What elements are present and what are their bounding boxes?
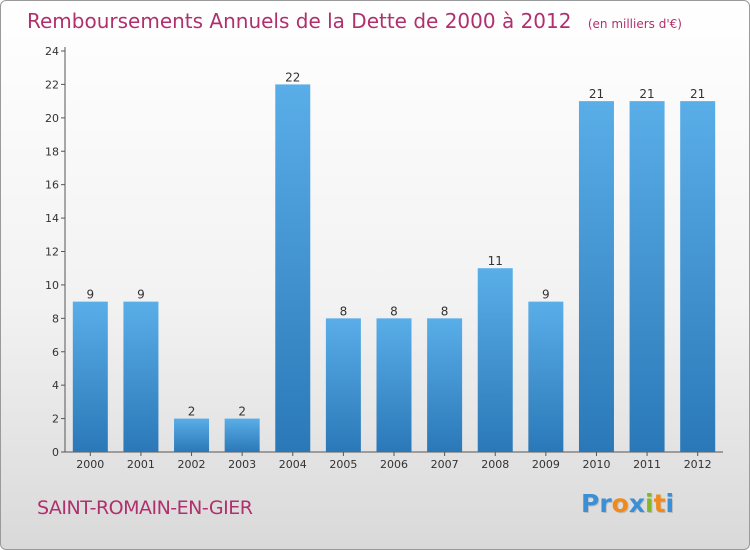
logo-letter: r [599,489,612,518]
bar [224,418,260,452]
y-tick-label: 0 [52,446,59,459]
bar [376,318,412,452]
bar [325,318,361,452]
y-tick-label: 12 [45,246,59,259]
chart-title: Remboursements Annuels de la Dette de 20… [27,9,682,33]
bar [275,84,311,453]
y-tick-label: 6 [52,346,59,359]
x-tick-label: 2007 [431,458,459,471]
bar [629,101,665,452]
logo-letter: i [645,489,654,518]
y-tick-label: 24 [45,45,59,58]
x-tick-label: 2011 [633,458,661,471]
bar-value-label: 9 [137,288,145,302]
bar-value-label: 8 [340,304,348,318]
bar-value-label: 11 [488,254,503,268]
bar [680,101,716,452]
y-tick-label: 20 [45,112,59,125]
bar-value-label: 22 [285,70,300,84]
x-tick-label: 2012 [684,458,712,471]
bar-value-label: 8 [441,304,449,318]
bar [174,418,210,452]
y-tick-label: 18 [45,145,59,158]
bar [427,318,463,452]
y-tick-label: 16 [45,179,59,192]
y-tick-label: 8 [52,312,59,325]
chart-title-text: Remboursements Annuels de la Dette de 20… [27,9,572,33]
city-name: SAINT-ROMAIN-EN-GIER [37,497,253,519]
x-tick-label: 2003 [228,458,256,471]
bar-value-label: 8 [390,304,398,318]
bar-value-label: 21 [589,87,604,101]
bar [477,268,513,452]
x-tick-label: 2000 [76,458,104,471]
y-tick-label: 4 [52,379,59,392]
bar-value-label: 9 [86,288,94,302]
x-tick-label: 2008 [481,458,509,471]
logo-letter: P [581,489,600,518]
bar-value-label: 2 [188,405,196,419]
bar [528,301,564,452]
x-tick-label: 2009 [532,458,560,471]
y-tick-label: 22 [45,78,59,91]
bar-value-label: 21 [639,87,654,101]
x-tick-label: 2006 [380,458,408,471]
x-tick-label: 2002 [178,458,206,471]
y-tick-label: 10 [45,279,59,292]
y-tick-label: 14 [45,212,59,225]
x-tick-label: 2005 [329,458,357,471]
logo-letter: t [653,489,666,518]
logo-letter: o [611,489,629,518]
bar-value-label: 21 [690,87,705,101]
x-tick-label: 2004 [279,458,307,471]
logo-letter: x [628,489,645,518]
chart-subtitle: (en milliers d'€) [587,17,682,31]
bar [72,301,108,452]
proxiti-logo: Proxiti [581,489,674,518]
y-tick-label: 2 [52,413,59,426]
bar [123,301,159,452]
x-tick-label: 2001 [127,458,155,471]
bar-value-label: 2 [238,405,246,419]
bar [578,101,614,452]
x-tick-label: 2010 [582,458,610,471]
bar-value-label: 9 [542,288,550,302]
logo-letter: i [665,489,675,518]
